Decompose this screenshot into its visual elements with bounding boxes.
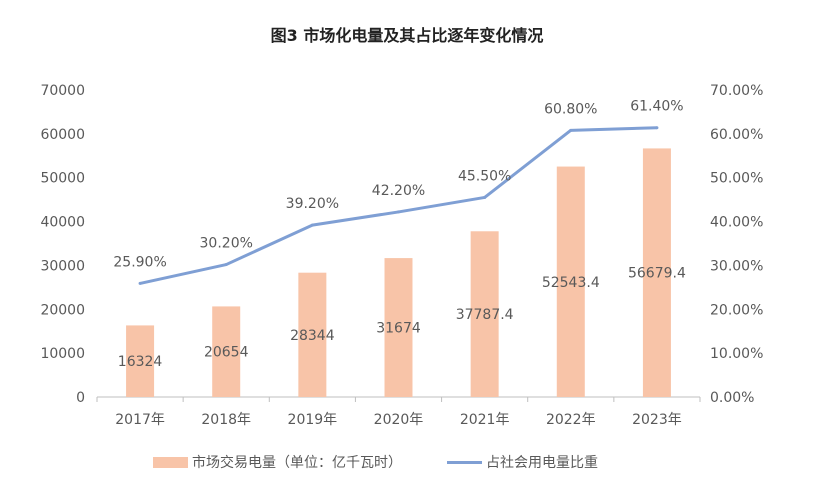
- left-tick-label: 30000: [40, 258, 85, 274]
- line-data-label: 39.20%: [286, 196, 339, 212]
- x-tick-label: 2021年: [460, 412, 510, 428]
- left-tick-label: 60000: [40, 127, 85, 143]
- right-tick-label: 70.00%: [710, 83, 763, 99]
- line-point: [483, 195, 487, 199]
- line-data-label: 45.50%: [458, 168, 511, 184]
- x-tick-label: 2017年: [115, 412, 165, 428]
- bar: [212, 306, 241, 397]
- line-point: [138, 281, 142, 285]
- left-tick-label: 50000: [40, 171, 85, 187]
- legend-label-line: 占社会用电量比重: [486, 455, 598, 471]
- left-tick-label: 40000: [40, 215, 85, 231]
- bar: [126, 325, 155, 397]
- bar-data-label: 31674: [376, 321, 421, 337]
- bar: [298, 272, 327, 397]
- line-data-label: 61.40%: [630, 99, 683, 115]
- legend-label-bar: 市场交易电量（单位：亿千瓦时）: [192, 455, 402, 471]
- x-tick-label: 2020年: [374, 412, 424, 428]
- right-tick-label: 40.00%: [710, 215, 763, 231]
- line-point: [310, 223, 314, 227]
- right-tick-label: 30.00%: [710, 258, 763, 274]
- left-tick-label: 20000: [40, 302, 85, 318]
- legend-swatch-bar: [153, 456, 188, 468]
- bar: [384, 258, 413, 397]
- left-tick-label: 10000: [40, 346, 85, 362]
- chart-title: 图3 市场化电量及其占比逐年变化情况: [270, 26, 544, 45]
- line-data-label: 60.80%: [544, 101, 597, 117]
- x-tick-label: 2023年: [632, 412, 682, 428]
- line-point: [224, 263, 228, 267]
- left-tick-label: 0: [76, 390, 85, 406]
- bar-data-label: 52543.4: [542, 275, 600, 291]
- bar-data-label: 56679.4: [628, 266, 686, 282]
- x-tick-label: 2019年: [288, 412, 338, 428]
- right-tick-label: 10.00%: [710, 346, 763, 362]
- left-tick-label: 70000: [40, 83, 85, 99]
- line-point: [655, 126, 659, 130]
- right-tick-label: 20.00%: [710, 302, 763, 318]
- bar-data-label: 20654: [204, 345, 249, 361]
- bar: [470, 231, 499, 397]
- x-tick-label: 2018年: [201, 412, 251, 428]
- line-point: [569, 128, 573, 132]
- legend-swatch-line: [447, 460, 482, 464]
- legend-item-line: 占社会用电量比重: [447, 452, 598, 472]
- bar-data-label: 16324: [118, 354, 163, 370]
- x-tick-label: 2022年: [546, 412, 596, 428]
- line-point: [397, 210, 400, 214]
- line-data-label: 42.20%: [372, 183, 425, 199]
- bar-data-label: 28344: [290, 328, 335, 344]
- right-tick-label: 0.00%: [710, 390, 754, 406]
- right-tick-label: 60.00%: [710, 127, 763, 143]
- line-data-label: 30.20%: [200, 236, 253, 252]
- legend-item-bar: 市场交易电量（单位：亿千瓦时）: [153, 452, 402, 472]
- right-tick-label: 50.00%: [710, 171, 763, 187]
- bar-data-label: 37787.4: [456, 307, 514, 323]
- bar: [642, 148, 671, 397]
- line-data-label: 25.90%: [113, 254, 166, 270]
- bar: [556, 166, 585, 397]
